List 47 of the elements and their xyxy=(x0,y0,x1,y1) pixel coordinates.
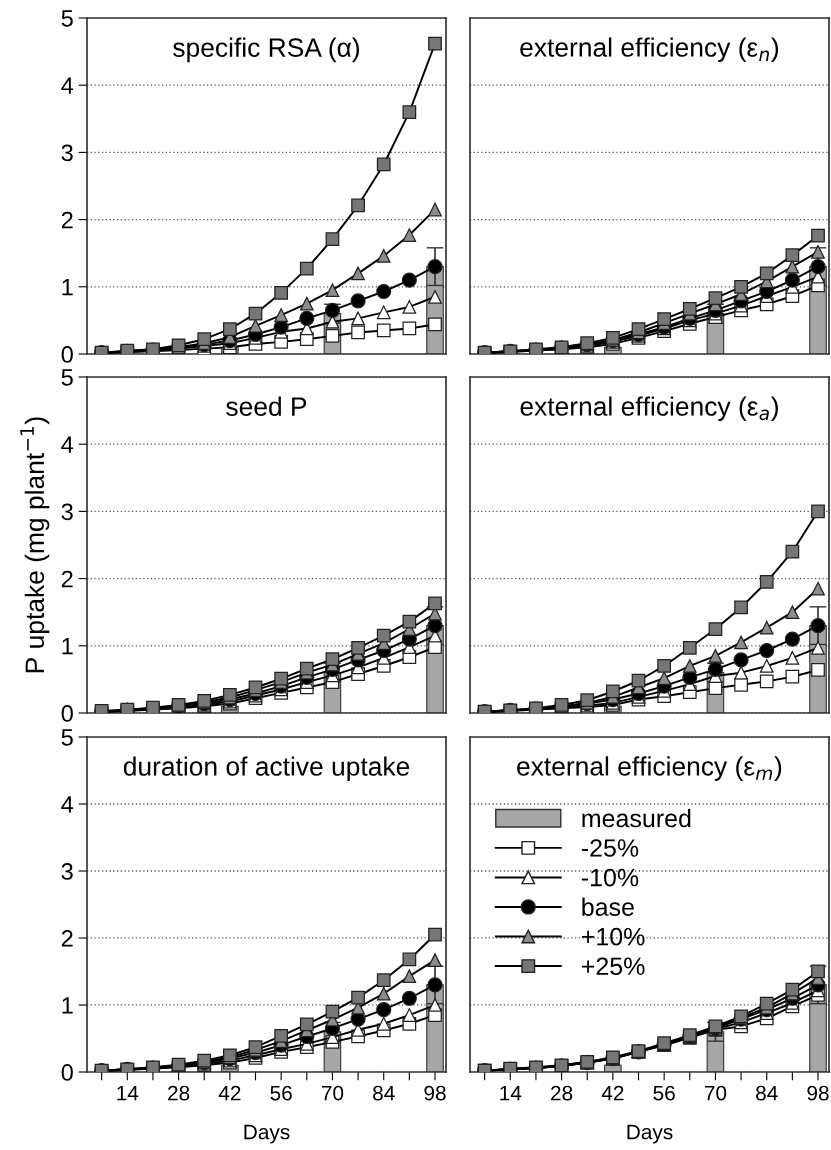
text: external efficiency (ε$_{a}$) xyxy=(520,396,778,422)
x-tick-label: 14 xyxy=(500,1085,522,1101)
y-tick-label: 4 xyxy=(61,77,74,94)
y-tick-label: 1 xyxy=(62,997,73,1014)
y-tick-label: 0 xyxy=(61,1064,73,1081)
text: external efficiency (ε$_{m}$) xyxy=(517,756,782,781)
x-tick-label: 98 xyxy=(807,1085,829,1101)
text: duration of active uptake xyxy=(123,756,410,782)
x-tick-label: 98 xyxy=(424,1085,446,1101)
y-tick-label: 5 xyxy=(61,10,73,27)
y-tick-label: 0 xyxy=(61,346,73,363)
legend-label: -25% xyxy=(581,839,639,857)
x-tick-label: 70 xyxy=(321,1085,344,1101)
x-tick-label: 84 xyxy=(756,1085,778,1101)
y-tick-label: 5 xyxy=(61,369,73,386)
x-axis-title: Days xyxy=(627,1124,673,1144)
y-tick-label: 4 xyxy=(61,436,74,453)
y-tick-label: 3 xyxy=(61,144,73,162)
legend-label: +25% xyxy=(581,957,645,976)
y-tick-label: 5 xyxy=(61,729,73,746)
y-tick-label: 1 xyxy=(62,279,73,296)
x-axis-title: Days xyxy=(244,1124,290,1144)
y-tick-label: 2 xyxy=(61,930,73,947)
legend-label: +10% xyxy=(581,927,645,946)
x-tick-label: 28 xyxy=(551,1085,573,1101)
text: seed P xyxy=(226,396,307,416)
y-tick-label: 3 xyxy=(61,503,73,521)
y-tick-label: 1 xyxy=(62,638,73,655)
y-tick-label: 0 xyxy=(61,705,73,722)
x-tick-label: 42 xyxy=(601,1085,624,1101)
x-tick-label: 14 xyxy=(117,1085,139,1101)
y-tick-label: 2 xyxy=(61,570,73,588)
legend-label: -10% xyxy=(581,868,639,887)
x-tick-label: 56 xyxy=(653,1085,675,1101)
y-tick-label: 2 xyxy=(61,211,73,229)
y-tick-label: 4 xyxy=(61,796,74,813)
x-tick-label: 56 xyxy=(270,1085,292,1101)
x-tick-label: 42 xyxy=(218,1085,241,1101)
text: external efficiency (ε$_{n}$) xyxy=(520,37,779,63)
x-tick-label: 28 xyxy=(168,1085,190,1101)
text: specific RSA (α) xyxy=(173,37,360,63)
y-axis-title: P uptake (mg plant$^{−1}$) xyxy=(20,417,50,673)
x-tick-label: 70 xyxy=(704,1085,727,1101)
y-tick-label: 3 xyxy=(61,863,73,880)
legend-label: base xyxy=(582,897,634,916)
legend-label: measured xyxy=(582,808,691,828)
x-tick-label: 84 xyxy=(373,1085,395,1101)
